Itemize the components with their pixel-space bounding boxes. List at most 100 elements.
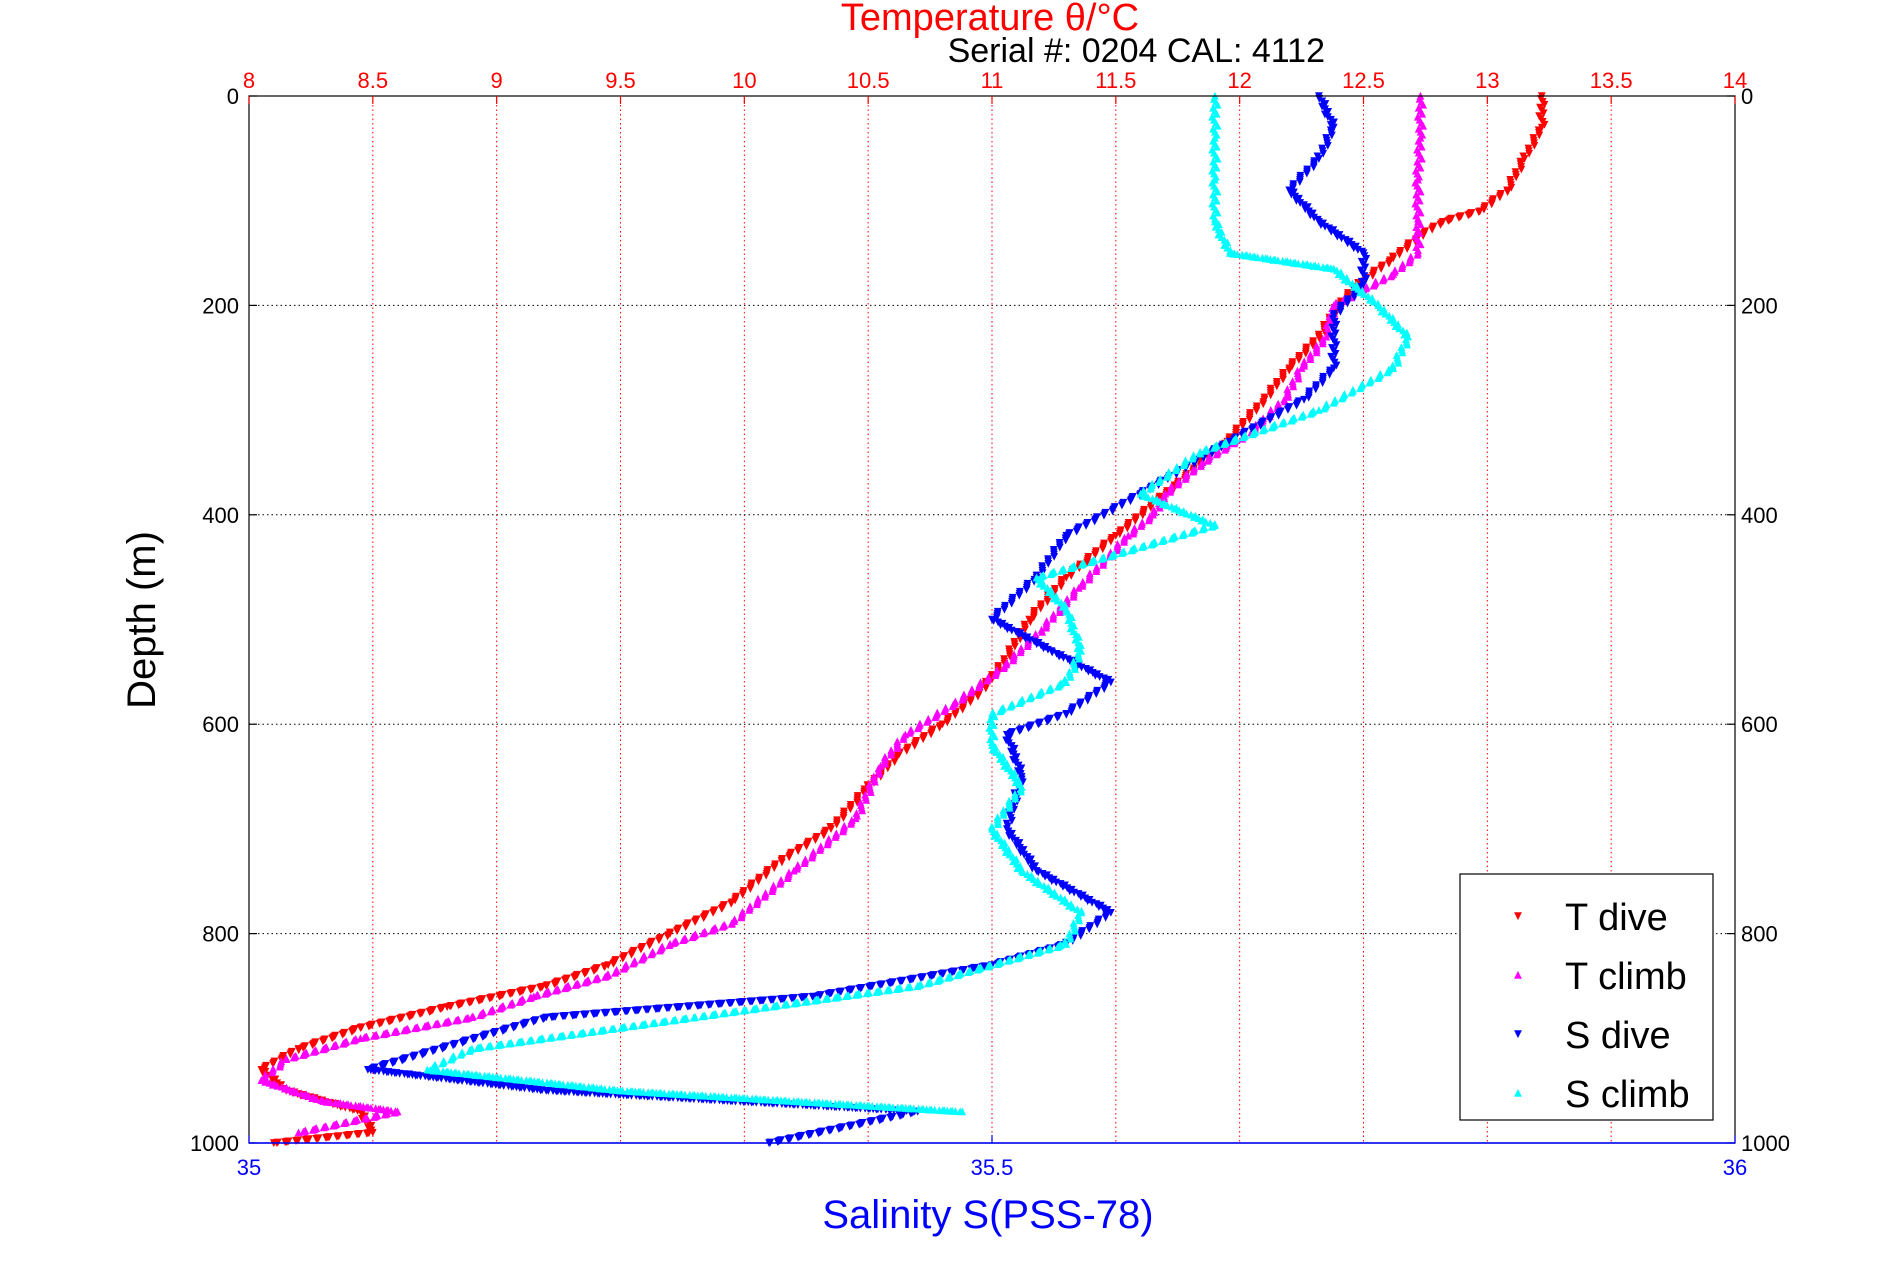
data-point [862, 989, 871, 998]
serial-cal-label: Serial #: 0204 CAL: 4112 [948, 32, 1325, 70]
data-point [1044, 559, 1053, 568]
data-point [834, 988, 843, 997]
data-points [257, 91, 1549, 1148]
data-point [1055, 543, 1064, 552]
data-point [286, 1050, 295, 1059]
data-point [1019, 868, 1028, 877]
data-point [535, 1035, 544, 1044]
data-point [1284, 406, 1292, 414]
data-point [319, 1123, 328, 1132]
data-point [1378, 276, 1387, 285]
salinity-axis-title: Salinity S(PSS-78) [822, 1193, 1153, 1237]
data-point [1269, 255, 1278, 264]
data-point [484, 1072, 492, 1081]
depth-tick-label-right: 200 [1741, 293, 1778, 318]
data-point [416, 1010, 424, 1018]
data-point [1067, 564, 1075, 573]
data-point [449, 1041, 457, 1050]
data-point [1343, 299, 1352, 308]
data-point [390, 1108, 399, 1117]
data-point [476, 1011, 485, 1020]
data-point [730, 1093, 739, 1102]
data-point [844, 987, 853, 995]
data-point [1233, 250, 1242, 259]
data-point [1474, 208, 1483, 217]
data-point [618, 954, 627, 963]
data-point [509, 1023, 518, 1032]
data-point [1065, 901, 1073, 910]
data-point [993, 960, 1002, 968]
data-point [476, 1071, 484, 1080]
data-point [1023, 642, 1032, 650]
data-point [756, 997, 764, 1005]
data-point [1289, 382, 1298, 391]
data-point [1174, 480, 1182, 489]
data-point [1011, 778, 1020, 787]
data-point [1309, 262, 1318, 270]
data-point [494, 1041, 502, 1050]
data-point [1072, 527, 1081, 536]
data-point [1329, 398, 1338, 407]
data-point [776, 879, 785, 888]
data-point [456, 1050, 465, 1059]
data-point [466, 1078, 474, 1086]
temperature-tick-label: 10 [732, 68, 756, 93]
data-point [495, 992, 504, 1001]
data-point [1319, 149, 1328, 158]
data-point [737, 913, 746, 922]
data-point [1444, 217, 1453, 225]
data-point [1318, 379, 1327, 387]
data-point [1200, 446, 1209, 455]
data-point [1229, 437, 1238, 445]
data-point [1147, 540, 1156, 549]
data-point [1415, 196, 1424, 205]
data-point [858, 806, 867, 815]
data-point [257, 1076, 266, 1084]
data-point [1196, 449, 1205, 458]
data-point [478, 1033, 487, 1041]
data-point [529, 1017, 538, 1026]
data-point [714, 1000, 723, 1009]
data-point [484, 1042, 493, 1051]
data-point [1092, 567, 1101, 576]
data-point [1077, 560, 1086, 569]
data-point [327, 1098, 335, 1107]
data-point [689, 1013, 698, 1022]
data-point [1297, 412, 1306, 421]
data-point [1001, 848, 1010, 856]
data-point [1042, 885, 1050, 893]
data-point [400, 1026, 409, 1035]
data-point [536, 984, 545, 992]
data-point [709, 908, 717, 917]
data-point [571, 981, 580, 989]
data-point [1284, 392, 1293, 401]
data-point [356, 1024, 365, 1032]
data-point [916, 974, 925, 982]
data-point [937, 970, 946, 979]
data-point [507, 1083, 516, 1091]
data-point [810, 996, 819, 1005]
data-point [618, 1086, 627, 1095]
data-point [808, 853, 816, 862]
data-point [281, 1138, 290, 1147]
data-point [1181, 475, 1190, 483]
data-point [519, 1021, 527, 1030]
depth-tick-label-left: 600 [202, 712, 239, 737]
data-point [1306, 409, 1315, 418]
data-point [398, 1056, 407, 1065]
data-point [1024, 951, 1032, 960]
data-point [590, 967, 598, 975]
data-point [948, 702, 957, 711]
data-point [411, 1071, 420, 1080]
data-point [353, 1130, 362, 1139]
data-point [601, 973, 609, 981]
data-point [1058, 602, 1067, 611]
data-point [1302, 169, 1311, 178]
data-point [354, 1102, 363, 1111]
data-point [1306, 355, 1315, 363]
data-point [342, 1100, 351, 1109]
data-point [1365, 295, 1374, 304]
data-point [1252, 406, 1261, 415]
depth-tick-label-left: 200 [202, 293, 239, 318]
data-point [1395, 324, 1404, 333]
